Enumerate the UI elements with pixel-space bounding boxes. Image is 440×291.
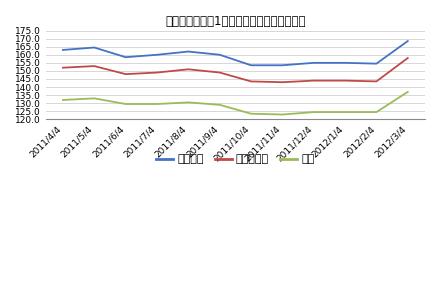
軽油 <box>311 110 316 114</box>
レギュラー <box>186 68 191 71</box>
ハイオク <box>217 53 222 56</box>
軽油 <box>249 112 254 116</box>
Legend: ハイオク, レギュラー, 軽油: ハイオク, レギュラー, 軽油 <box>152 150 319 169</box>
レギュラー <box>123 72 128 76</box>
レギュラー <box>154 71 160 74</box>
軽油 <box>405 90 411 94</box>
レギュラー <box>60 66 66 70</box>
軽油 <box>186 101 191 104</box>
Line: ハイオク: ハイオク <box>63 41 408 65</box>
レギュラー <box>374 80 379 83</box>
軽油 <box>123 102 128 106</box>
ハイオク <box>249 63 254 67</box>
ハイオク <box>92 46 97 49</box>
レギュラー <box>280 81 285 84</box>
軽油 <box>60 98 66 102</box>
軽油 <box>374 110 379 114</box>
軽油 <box>92 97 97 100</box>
ハイオク <box>374 62 379 65</box>
ハイオク <box>154 53 160 56</box>
レギュラー <box>249 80 254 83</box>
レギュラー <box>342 79 348 82</box>
ハイオク <box>186 50 191 53</box>
Line: 軽油: 軽油 <box>63 92 408 115</box>
ハイオク <box>311 61 316 65</box>
Line: レギュラー: レギュラー <box>63 58 408 82</box>
ハイオク <box>405 39 411 43</box>
レギュラー <box>92 64 97 68</box>
ハイオク <box>60 48 66 52</box>
レギュラー <box>311 79 316 82</box>
軽油 <box>280 113 285 116</box>
軽油 <box>154 102 160 106</box>
ハイオク <box>342 61 348 65</box>
ハイオク <box>280 63 285 67</box>
ハイオク <box>123 56 128 59</box>
軽油 <box>342 110 348 114</box>
Title: ガソリン・軽油1リットルあたりの価格推移: ガソリン・軽油1リットルあたりの価格推移 <box>165 15 306 28</box>
レギュラー <box>217 71 222 74</box>
軽油 <box>217 103 222 107</box>
レギュラー <box>405 56 411 60</box>
